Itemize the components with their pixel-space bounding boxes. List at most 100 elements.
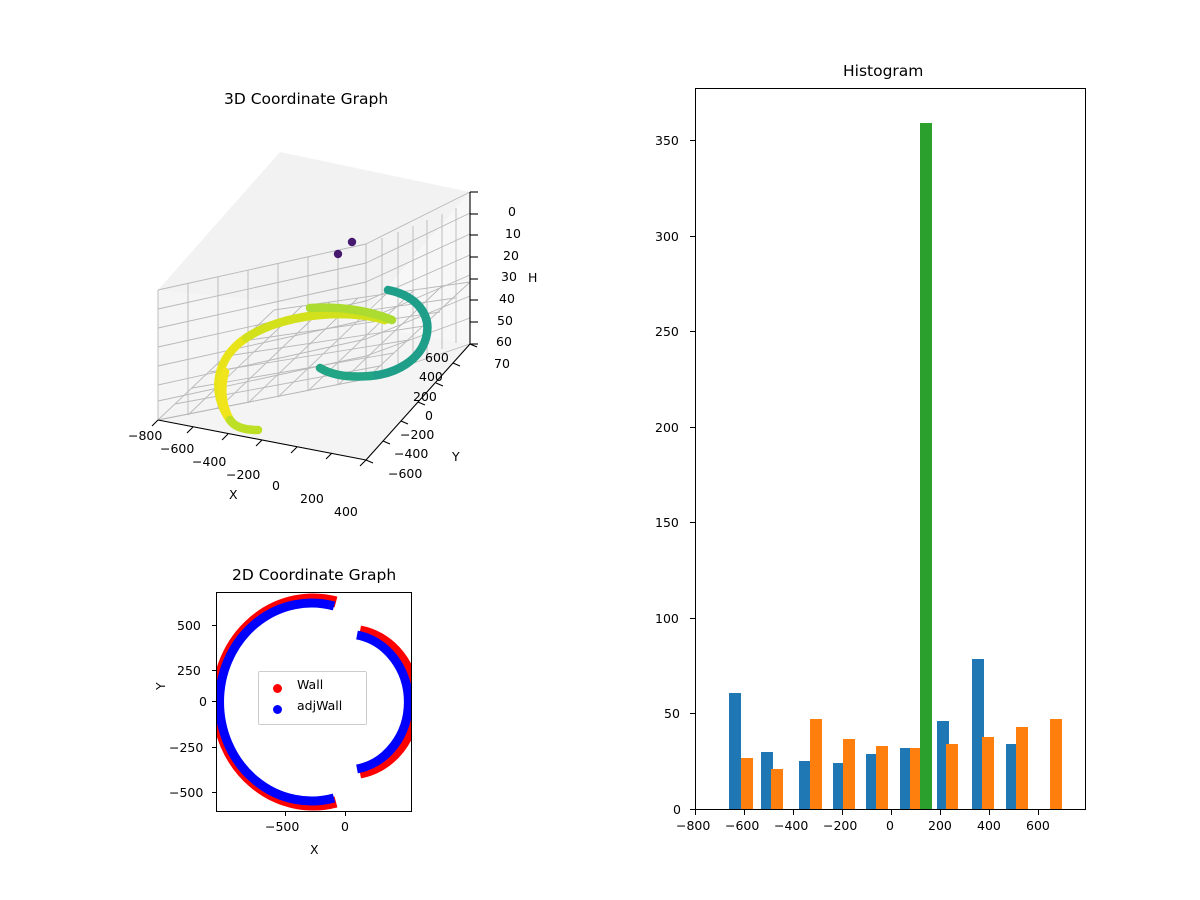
histogram-bar (728, 692, 741, 809)
plot3d-ytick-0: −600 (388, 466, 423, 481)
plot2d-ytickmark-3 (212, 747, 216, 749)
plot2d-xtickmark-1 (345, 812, 347, 816)
hist-ytickmark-4 (690, 427, 695, 429)
legend-item-wall[interactable]: Wall (259, 677, 366, 699)
plot2d-ytick-4: −500 (169, 785, 204, 800)
plot2d-ytick-1: 250 (177, 663, 201, 678)
hist-ytickmark-5 (690, 331, 695, 333)
histogram-title: Histogram (843, 62, 924, 80)
histogram-bar (1006, 744, 1019, 809)
histogram-bar (741, 757, 754, 809)
hist-xtick-0: −800 (676, 818, 711, 833)
hist-ytick-4: 200 (655, 420, 679, 435)
hist-xtickmark-5 (940, 810, 942, 815)
plot3d-ytick-3: 0 (425, 408, 433, 423)
plot3d-canvas (151, 152, 478, 467)
plot3d-ztick-2: 20 (503, 248, 519, 263)
plot3d-ztick-5: 50 (497, 313, 513, 328)
plot3d-ztick-3: 30 (501, 269, 517, 284)
hist-ytick-7: 350 (655, 133, 679, 148)
plot3d-ztick-4: 40 (499, 291, 515, 306)
x-tick-marks (151, 419, 367, 467)
plot2d-ytick-2: 0 (199, 694, 207, 709)
hist-xtickmark-7 (1038, 810, 1040, 815)
plot2d-ytickmark-2 (212, 701, 216, 703)
histogram-bar (981, 736, 994, 809)
histogram-bar (799, 761, 812, 809)
plot3d-ztick-7: 70 (494, 356, 510, 371)
series-wall-inner (358, 625, 411, 779)
histogram-bar (936, 721, 949, 809)
plot3d-yaxis-label: Y (452, 449, 460, 464)
legend-swatch-adjwall (273, 705, 282, 714)
histogram-bar (900, 748, 913, 809)
plot2d-xtick-0: −500 (265, 819, 300, 834)
legend-label-adjwall: adjWall (297, 698, 343, 713)
hist-xtickmark-6 (989, 810, 991, 815)
histogram-bar (760, 751, 773, 809)
series-adjwall-inner (356, 630, 411, 774)
plot2d-ytickmark-0 (212, 625, 216, 627)
hist-xtick-6: 400 (977, 818, 1001, 833)
plot3d-zaxis-label: H (528, 270, 538, 285)
series-inner-arc (315, 285, 432, 381)
plot3d-xtick-0: −800 (128, 428, 163, 443)
histogram-bar (919, 123, 932, 809)
plot3d-ztick-1: 10 (505, 226, 521, 241)
plot2d-xaxis-label: X (310, 842, 319, 857)
histogram-bar (910, 748, 923, 809)
hist-ytick-0: 0 (673, 802, 681, 817)
histogram-bar (1049, 719, 1062, 809)
hist-xtick-7: 600 (1026, 818, 1050, 833)
hist-ytickmark-7 (690, 140, 695, 142)
histogram-bar (866, 753, 879, 809)
plot2d-yaxis-label: Y (153, 682, 168, 690)
hist-ytickmark-1 (690, 713, 695, 715)
hist-xtickmark-1 (744, 810, 746, 815)
plot2d-ytickmark-4 (212, 792, 216, 794)
histogram-bar (771, 769, 784, 809)
hist-xtick-4: 0 (886, 818, 894, 833)
hist-xtick-5: 200 (928, 818, 952, 833)
histogram-bar (833, 763, 846, 809)
hist-xtick-3: −200 (823, 818, 858, 833)
plot3d-ytick-4: 200 (413, 389, 437, 404)
plot3d-ytick-6: 600 (425, 350, 449, 365)
hist-ytick-3: 150 (655, 515, 679, 530)
pane-top (158, 152, 470, 312)
hist-xtickmark-3 (842, 810, 844, 815)
plot3d-xtick-6: 400 (334, 504, 358, 519)
series-adjwall (217, 598, 336, 806)
plot2d-legend[interactable]: Wall adjWall (258, 671, 367, 725)
histogram-bar (843, 738, 856, 809)
hist-xtick-1: −600 (725, 818, 760, 833)
plot2d-axes: Wall adjWall (216, 592, 412, 812)
hist-xtickmark-4 (891, 810, 893, 815)
hist-ytick-2: 100 (655, 611, 679, 626)
marker-point-2 (347, 237, 357, 247)
hist-ytickmark-2 (690, 618, 695, 620)
plot3d-xtick-3: −200 (226, 467, 261, 482)
marker-point-1 (333, 249, 343, 259)
y-tick-marks (365, 343, 478, 464)
legend-item-adjwall[interactable]: adjWall (259, 698, 366, 720)
hist-ytickmark-0 (690, 809, 695, 811)
hist-ytick-5: 250 (655, 324, 679, 339)
plot3d-xtick-2: −400 (192, 454, 227, 469)
plot3d-axes (130, 130, 530, 510)
hist-ytick-6: 300 (655, 229, 679, 244)
plot3d-xtick-1: −600 (160, 441, 195, 456)
hist-xtick-2: −400 (774, 818, 809, 833)
hist-xtickmark-0 (695, 810, 697, 815)
z-tick-marks (470, 191, 478, 345)
plot2d-ytick-3: −250 (169, 740, 204, 755)
plot3d-title: 3D Coordinate Graph (224, 90, 389, 108)
histogram-bar (946, 744, 959, 809)
series-outer-arc-visible (214, 303, 397, 435)
legend-swatch-wall (273, 684, 282, 693)
plot2d-canvas (217, 593, 411, 811)
histogram-axes (695, 88, 1086, 810)
hist-ytickmark-3 (690, 522, 695, 524)
plot3d-ytick-5: 400 (419, 369, 443, 384)
